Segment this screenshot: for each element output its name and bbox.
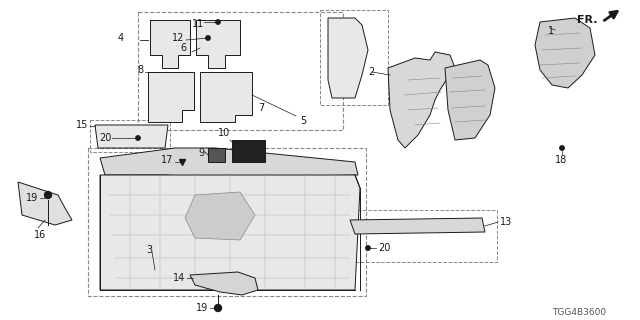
Polygon shape <box>95 125 168 148</box>
Bar <box>90 120 170 152</box>
Text: 3: 3 <box>146 245 152 255</box>
Polygon shape <box>18 182 72 225</box>
Polygon shape <box>350 218 485 234</box>
Text: 19: 19 <box>196 303 208 313</box>
Polygon shape <box>232 140 265 162</box>
Text: FR.: FR. <box>577 15 598 25</box>
Text: 8: 8 <box>137 65 143 75</box>
Polygon shape <box>190 272 258 295</box>
Circle shape <box>45 191 51 198</box>
Circle shape <box>366 246 370 250</box>
Circle shape <box>560 146 564 150</box>
Text: 20: 20 <box>100 133 112 143</box>
Circle shape <box>216 20 220 24</box>
Polygon shape <box>388 52 455 148</box>
Text: TGG4B3600: TGG4B3600 <box>552 308 606 317</box>
Text: 15: 15 <box>76 120 88 130</box>
Bar <box>320 10 388 105</box>
Polygon shape <box>535 18 595 88</box>
Bar <box>88 148 366 296</box>
Text: 2: 2 <box>368 67 374 77</box>
Text: 11: 11 <box>192 19 204 29</box>
Polygon shape <box>328 18 368 98</box>
Text: 4: 4 <box>118 33 124 43</box>
Polygon shape <box>208 148 225 162</box>
Text: 12: 12 <box>172 33 184 43</box>
Circle shape <box>206 36 210 40</box>
Circle shape <box>136 136 140 140</box>
Polygon shape <box>148 72 194 122</box>
Text: 7: 7 <box>258 103 264 113</box>
Polygon shape <box>200 72 252 122</box>
Text: 20: 20 <box>378 243 390 253</box>
Polygon shape <box>100 175 360 290</box>
Text: 9: 9 <box>198 148 204 158</box>
Text: 19: 19 <box>26 193 38 203</box>
Polygon shape <box>185 192 255 240</box>
Bar <box>138 12 343 130</box>
Text: 16: 16 <box>34 230 46 240</box>
Text: 6: 6 <box>180 43 186 53</box>
Polygon shape <box>150 20 190 68</box>
Text: 18: 18 <box>555 155 567 165</box>
Bar <box>342 210 497 262</box>
Text: 1: 1 <box>548 26 554 36</box>
Polygon shape <box>196 20 240 68</box>
Text: 5: 5 <box>300 116 307 126</box>
Text: 14: 14 <box>173 273 185 283</box>
Polygon shape <box>100 148 358 178</box>
Polygon shape <box>445 60 495 140</box>
Text: 10: 10 <box>218 128 230 138</box>
Text: 17: 17 <box>161 155 173 165</box>
Text: 13: 13 <box>500 217 512 227</box>
Circle shape <box>214 305 221 311</box>
